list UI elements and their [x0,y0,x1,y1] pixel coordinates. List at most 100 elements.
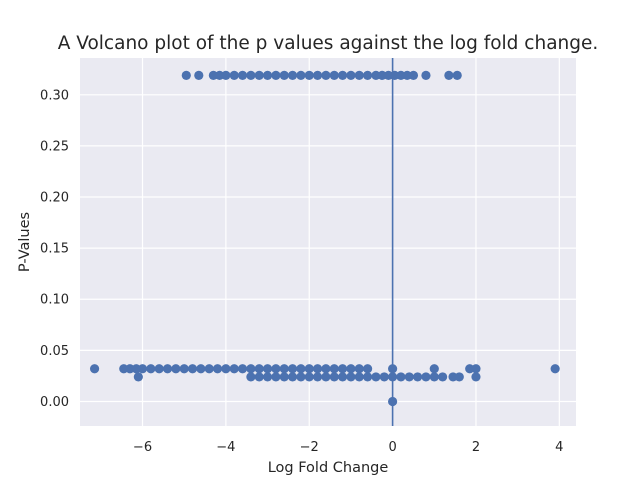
data-point [337,70,348,80]
data-point [362,372,373,382]
data-point [404,372,414,382]
y-tick-label: 0.10 [40,293,69,308]
data-point [237,70,248,80]
data-point [181,70,191,80]
data-point [262,372,273,382]
y-tick-label: 0.00 [40,395,69,410]
data-point [262,70,273,80]
data-point [329,70,339,80]
data-point [429,364,439,374]
x-tick-label: −2 [300,440,319,455]
data-point [287,372,298,382]
data-point [254,364,264,374]
data-point [229,70,239,80]
data-point [287,364,298,374]
data-point [229,364,239,374]
data-point [137,364,148,374]
data-point [304,70,314,80]
data-point [471,364,481,374]
data-point [254,70,264,80]
data-point [454,372,464,382]
data-point [271,70,281,80]
data-point [321,372,331,382]
data-point [194,70,204,80]
chart-title: A Volcano plot of the p values against t… [58,33,599,54]
x-tick-label: 0 [388,440,396,455]
data-point [262,364,273,374]
data-point [337,364,348,374]
data-point [246,372,256,382]
data-point [279,372,289,382]
data-point [346,372,356,382]
data-point [204,364,214,374]
data-point [271,372,281,382]
data-point [354,70,364,80]
data-point [429,372,439,382]
data-point [362,70,373,80]
data-point [312,364,323,374]
data-point [408,70,419,80]
data-point [279,364,289,374]
data-point [279,70,289,80]
data-point [304,364,314,374]
data-points [89,70,560,407]
data-point [237,364,248,374]
y-tick-label: 0.30 [40,88,69,103]
data-point [296,70,306,80]
data-point [146,364,156,374]
data-point [346,70,356,80]
data-point [212,364,223,374]
data-point [388,396,398,407]
data-point [246,70,256,80]
data-point [346,364,356,374]
data-point [254,372,264,382]
data-point [304,372,314,382]
data-point [162,364,173,374]
data-point [550,364,560,374]
data-point [196,364,206,374]
data-point [362,364,373,374]
grid [80,58,576,426]
data-point [337,372,348,382]
data-point [421,70,431,80]
data-point [154,364,164,374]
data-point [312,70,323,80]
data-point [471,372,481,382]
data-point [296,372,306,382]
x-tick-label: 4 [555,440,563,455]
data-point [321,70,331,80]
data-point [179,364,189,374]
y-tick-labels: 0.00 0.05 0.10 0.15 0.20 0.25 0.30 [40,88,69,410]
x-tick-label: −4 [216,440,235,455]
data-point [421,372,431,382]
y-tick-label: 0.15 [40,242,69,257]
x-axis-label: Log Fold Change [268,460,389,476]
data-point [379,372,389,382]
data-point [221,70,231,80]
data-point [396,372,406,382]
data-point [312,372,323,382]
data-point [329,364,339,374]
y-axis-label: P-Values [17,212,33,272]
data-point [246,364,256,374]
data-point [221,364,231,374]
data-point [89,364,100,374]
data-point [452,70,462,80]
data-point [321,364,331,374]
data-point [388,364,398,374]
data-point [371,372,381,382]
x-tick-label: 2 [472,440,480,455]
y-tick-label: 0.20 [40,191,69,206]
data-point [296,364,306,374]
data-point [329,372,339,382]
data-point [287,70,298,80]
data-point [438,372,448,382]
y-tick-label: 0.25 [40,139,69,154]
data-point [171,364,181,374]
data-point [354,364,364,374]
data-point [133,372,143,382]
y-tick-label: 0.05 [40,344,69,359]
data-point [271,364,281,374]
